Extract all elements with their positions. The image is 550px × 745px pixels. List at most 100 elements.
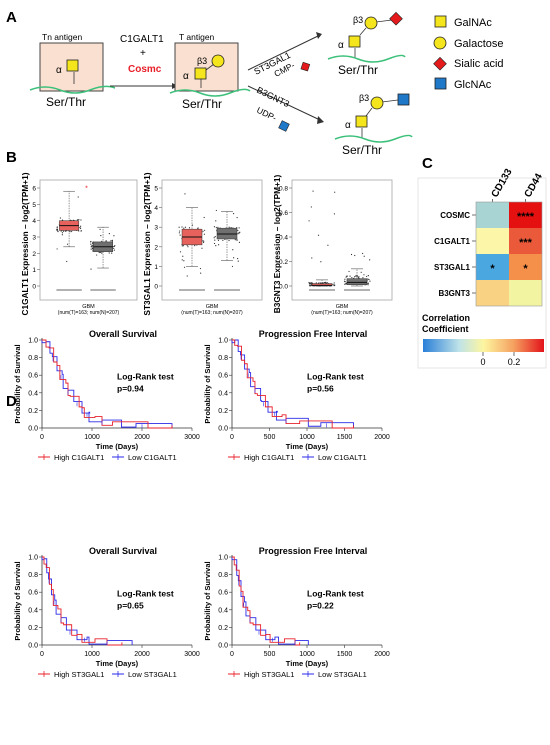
jitter-point xyxy=(178,226,180,228)
galnac-square-tn xyxy=(66,59,79,72)
jitter-point xyxy=(181,245,183,247)
jitter-point xyxy=(213,237,215,239)
y-tick-label: 2 xyxy=(32,251,36,258)
x-tick-label: 0 xyxy=(40,651,44,658)
x-tick-label: 500 xyxy=(264,434,276,441)
panel-c-label: C xyxy=(422,155,433,172)
jitter-point xyxy=(325,281,327,284)
y-tick-label: 0.4 xyxy=(279,235,288,242)
jitter-point xyxy=(346,275,348,277)
significance-stars: *** xyxy=(519,237,533,249)
jitter-point xyxy=(310,284,312,286)
jitter-point xyxy=(232,249,234,251)
y-tick-label: 1.0 xyxy=(28,338,38,345)
jitter-point xyxy=(358,276,360,278)
jitter-point xyxy=(332,284,334,286)
jitter-point xyxy=(200,272,202,274)
boxplot-xlabel: GBM xyxy=(206,304,219,310)
x-tick-label: 1500 xyxy=(337,651,353,658)
heatmap-column-label: CD44 xyxy=(523,171,546,199)
heatmap-column-label: CD133 xyxy=(490,167,515,200)
jitter-point xyxy=(334,191,336,193)
y-tick-label: 6 xyxy=(32,186,36,193)
km-curve-high xyxy=(42,339,173,429)
jitter-point xyxy=(199,267,202,270)
galactose-circle-t xyxy=(211,54,225,68)
galnac-square-st3 xyxy=(348,35,361,48)
jitter-point xyxy=(232,213,235,215)
jitter-point xyxy=(368,278,370,281)
boxplot-xlabel: GBM xyxy=(336,304,349,310)
jitter-point xyxy=(222,239,224,242)
jitter-point xyxy=(367,278,369,280)
jitter-point xyxy=(99,228,101,231)
jitter-point xyxy=(111,252,113,254)
panel-b-label: B xyxy=(6,149,17,166)
y-tick-label: 0.8 xyxy=(28,355,38,362)
jitter-point xyxy=(108,252,110,254)
x-tick-label: 0 xyxy=(230,434,234,441)
y-tick-label: 0.0 xyxy=(28,426,38,433)
plot-title: Progression Free Interval xyxy=(259,546,368,556)
jitter-point xyxy=(230,226,232,229)
legend-sialic-icon xyxy=(433,56,447,71)
boxplot-frame xyxy=(291,179,393,301)
panel-d-label: D xyxy=(6,393,17,410)
legend-galactose-icon xyxy=(433,36,447,50)
jitter-point xyxy=(91,242,94,245)
panel-c-heatmap: CD133 CD44 COSMC **** C1GALT1 *** ST3GAL1 * * B3G… xyxy=(417,167,547,369)
plus-sign: + xyxy=(140,48,146,59)
b3-beta3: β3 xyxy=(359,93,369,103)
jitter-point xyxy=(363,274,365,276)
galnac-square-t xyxy=(194,67,207,80)
x-tick-label: 2000 xyxy=(374,651,390,658)
y-tick-label: 3 xyxy=(154,225,158,232)
jitter-point xyxy=(113,247,115,249)
heatmap-cell xyxy=(476,228,509,254)
jitter-point xyxy=(366,275,368,278)
jitter-point xyxy=(66,243,69,245)
jitter-point xyxy=(113,245,115,248)
jitter-point xyxy=(183,266,186,268)
jitter-point xyxy=(238,232,240,234)
heatmap-cell xyxy=(509,254,542,280)
jitter-point xyxy=(228,239,230,242)
y-tick-label: 0.4 xyxy=(28,607,38,614)
jitter-point xyxy=(183,227,185,229)
box xyxy=(311,283,333,287)
jitter-point xyxy=(354,254,356,257)
jitter-point xyxy=(98,251,100,254)
boxplot-ylabel: ST3GAL1 Expression – log2(TPM+1) xyxy=(142,172,152,315)
km-curve-high xyxy=(232,339,354,429)
jitter-point xyxy=(214,239,216,241)
jitter-point xyxy=(215,209,217,212)
jitter-point xyxy=(350,253,353,256)
legend-high-label: High C1GALT1 xyxy=(244,453,294,462)
t-serthr: Ser/Thr xyxy=(182,97,222,111)
jitter-point xyxy=(333,282,335,284)
logrank-test-label: Log-Rank test xyxy=(307,589,364,599)
colorbar xyxy=(423,339,544,352)
jitter-point xyxy=(57,230,59,233)
jitter-point xyxy=(60,230,62,232)
logrank-test-label: Log-Rank test xyxy=(117,589,174,599)
y-tick-label: 0 xyxy=(32,284,36,291)
boxplot-frame xyxy=(39,179,138,301)
jitter-point xyxy=(188,227,191,229)
jitter-point xyxy=(197,227,199,229)
jitter-point xyxy=(111,239,113,241)
jitter-point xyxy=(238,241,241,243)
jitter-point xyxy=(110,240,112,242)
box xyxy=(346,278,368,286)
y-tick-label: 0.6 xyxy=(279,210,288,217)
x-tick-label: 500 xyxy=(264,651,276,658)
tn-antigen-title: Tn antigen xyxy=(42,32,82,42)
y-tick-label: 0.4 xyxy=(218,607,228,614)
jitter-point xyxy=(101,252,103,254)
jitter-point xyxy=(237,257,239,260)
logrank-p-value: p=0.56 xyxy=(307,384,334,394)
jitter-point xyxy=(349,275,351,277)
t-beta3: β3 xyxy=(197,56,207,66)
boxplot-subtitle: (num(T)=163; num(N)=207) xyxy=(181,310,243,316)
jitter-point xyxy=(69,231,71,233)
